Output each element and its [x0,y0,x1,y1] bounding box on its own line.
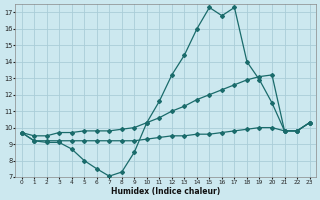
X-axis label: Humidex (Indice chaleur): Humidex (Indice chaleur) [111,187,220,196]
